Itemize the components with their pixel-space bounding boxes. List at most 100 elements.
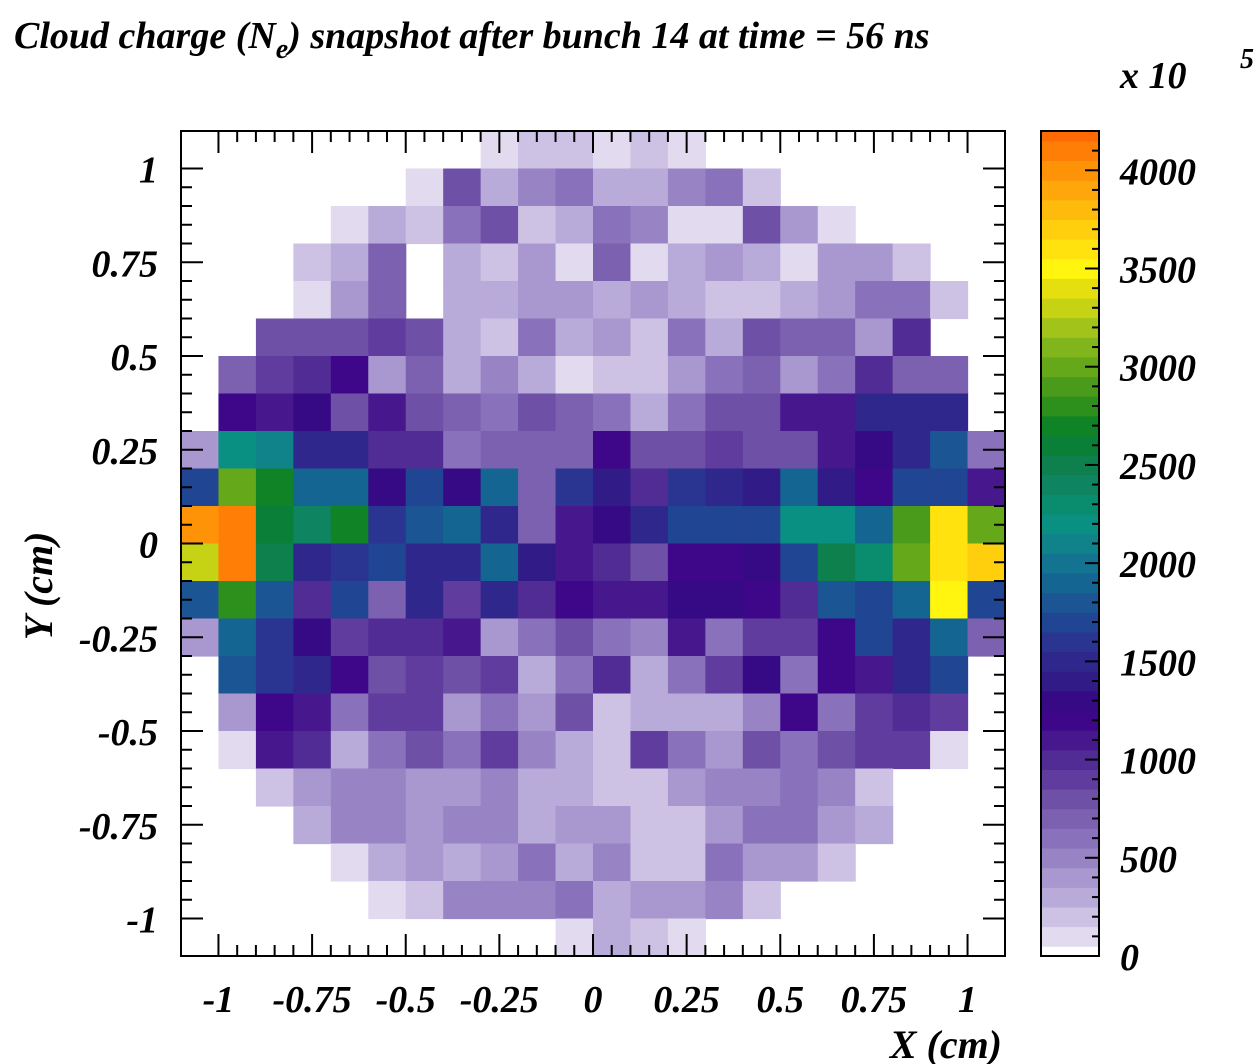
heatmap-cell	[780, 843, 819, 882]
heatmap-cell	[667, 243, 706, 282]
heatmap-cell	[518, 318, 557, 357]
heatmap-cell	[480, 656, 519, 695]
color-scale-swatch	[1041, 533, 1099, 554]
color-scale-swatch	[1041, 572, 1099, 594]
heatmap-cell	[817, 618, 856, 657]
heatmap-cell	[630, 243, 669, 282]
heatmap-cell	[255, 693, 294, 732]
heatmap-cell	[555, 806, 594, 845]
heatmap-cell	[293, 393, 332, 432]
color-scale-swatch	[1041, 946, 1099, 957]
heatmap-cell	[218, 693, 257, 732]
color-scale-swatch	[1041, 160, 1099, 181]
heatmap-cell	[780, 318, 819, 357]
heatmap-cell	[518, 543, 557, 582]
heatmap-cell	[255, 356, 294, 395]
heatmap-cell	[330, 356, 369, 395]
heatmap-cell	[742, 168, 781, 207]
color-scale-swatch	[1041, 131, 1099, 142]
color-scale-swatch	[1041, 612, 1099, 633]
heatmap-cell	[518, 506, 557, 545]
heatmap-cell	[555, 393, 594, 432]
heatmap-cell	[330, 393, 369, 432]
heatmap-cell	[443, 393, 482, 432]
heatmap-cell	[480, 431, 519, 470]
heatmap-cell	[480, 393, 519, 432]
heatmap-cell	[518, 468, 557, 507]
heatmap-cell	[780, 243, 819, 282]
heatmap-cell	[255, 656, 294, 695]
heatmap-cell	[705, 206, 744, 245]
heatmap-cell	[930, 468, 969, 507]
heatmap-cell	[518, 806, 557, 845]
color-scale-swatch	[1041, 828, 1099, 849]
heatmap-cell	[780, 506, 819, 545]
heatmap-cell	[443, 281, 482, 320]
color-scale-swatch	[1041, 730, 1099, 751]
heatmap-cell	[593, 468, 632, 507]
y-tick-label: 0.25	[92, 431, 159, 473]
x-tick-label: -1	[203, 979, 235, 1021]
heatmap-cell	[667, 431, 706, 470]
x-tick-label: -0.25	[460, 979, 539, 1021]
heatmap-cell	[555, 506, 594, 545]
heatmap-cell	[593, 881, 632, 920]
heatmap-cell	[593, 168, 632, 207]
heatmap-cell	[368, 543, 407, 582]
heatmap-cell	[892, 468, 931, 507]
heatmap-cell	[780, 656, 819, 695]
heatmap-cell	[742, 618, 781, 657]
color-scale-swatch	[1041, 749, 1099, 770]
x-tick-label: 1	[958, 979, 977, 1021]
heatmap-cell	[593, 693, 632, 732]
color-scale-swatch	[1041, 847, 1099, 869]
heatmap-cell	[480, 543, 519, 582]
heatmap-cell	[255, 768, 294, 807]
heatmap-cell	[855, 768, 894, 807]
heatmap-cell	[667, 206, 706, 245]
x-tick-label: -0.75	[273, 979, 352, 1021]
heatmap-cell	[817, 468, 856, 507]
heatmap-cell	[742, 431, 781, 470]
heatmap-cell	[892, 693, 931, 732]
heatmap-cell	[705, 543, 744, 582]
heatmap-cell	[630, 168, 669, 207]
heatmap-cell	[705, 806, 744, 845]
x-tick-label: 0.5	[757, 979, 805, 1021]
heatmap-cell	[817, 506, 856, 545]
heatmap-cell	[518, 881, 557, 920]
heatmap-cell	[593, 768, 632, 807]
heatmap-cell	[480, 356, 519, 395]
heatmap-cell	[855, 618, 894, 657]
heatmap-cell	[817, 806, 856, 845]
heatmap-cell	[443, 731, 482, 770]
heatmap-cell	[518, 768, 557, 807]
z-tick-label: 3000	[1119, 348, 1196, 390]
heatmap-cell	[405, 393, 444, 432]
heatmap-cell	[705, 768, 744, 807]
heatmap-cell	[480, 843, 519, 882]
z-tick-label: 4000	[1119, 151, 1196, 193]
heatmap-cell	[518, 581, 557, 620]
heatmap-cell	[817, 206, 856, 245]
heatmap-cell	[555, 543, 594, 582]
heatmap-cell	[293, 318, 332, 357]
heatmap-cell	[443, 356, 482, 395]
heatmap-cell	[218, 468, 257, 507]
heatmap-cell	[293, 618, 332, 657]
heatmap-cell	[780, 356, 819, 395]
color-scale-bar	[1041, 131, 1099, 957]
z-tick-label: 500	[1120, 839, 1177, 881]
heatmap-cell	[405, 543, 444, 582]
heatmap-cell	[555, 468, 594, 507]
heatmap-cell	[630, 468, 669, 507]
heatmap-cell	[667, 768, 706, 807]
color-scale-swatch	[1041, 789, 1099, 810]
heatmap-cell	[855, 356, 894, 395]
heatmap-cell	[555, 206, 594, 245]
heatmap-cell	[705, 506, 744, 545]
heatmap-cell	[480, 206, 519, 245]
heatmap-cell	[742, 243, 781, 282]
heatmap-cell	[555, 731, 594, 770]
heatmap-cell	[443, 806, 482, 845]
